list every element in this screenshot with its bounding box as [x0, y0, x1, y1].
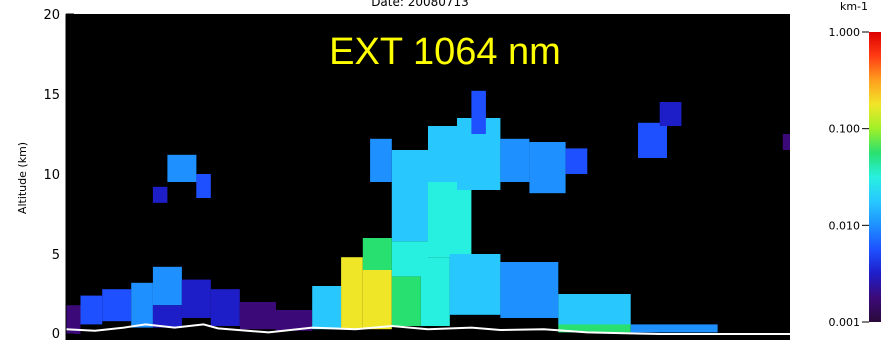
colorbar-ticks: 1.000 0.100 0.010 0.001: [829, 26, 869, 329]
extinction-cell: [471, 90, 486, 134]
extinction-cell: [210, 289, 240, 326]
y-axis-ticks: 0 5 10 15 20: [43, 8, 74, 340]
extinction-cell: [428, 126, 457, 182]
extinction-cell: [782, 134, 790, 150]
extinction-cell: [167, 154, 197, 182]
extinction-cell: [152, 266, 182, 306]
extinction-cell: [80, 295, 103, 325]
extinction-cell: [500, 262, 559, 318]
colorbar-tick-label: 0.001: [829, 316, 861, 329]
extinction-cell: [196, 174, 211, 198]
extinction-cell: [529, 142, 566, 194]
extinction-cell: [312, 286, 342, 330]
extinction-cell: [276, 310, 313, 331]
extinction-cell: [341, 257, 363, 330]
extinction-cell: [558, 324, 631, 333]
extinction-cell: [391, 241, 428, 277]
y-tick-label: 10: [43, 168, 60, 183]
extinction-cell: [152, 186, 168, 203]
y-axis-title: Altitude (km): [16, 142, 29, 214]
extinction-cell: [565, 148, 588, 174]
chart-title: Date: 20080713: [371, 0, 469, 9]
extinction-cell: [391, 150, 428, 242]
colorbar-tick-label: 1.000: [829, 26, 861, 39]
extinction-cell: [131, 282, 153, 328]
y-tick-label: 15: [43, 88, 60, 103]
extinction-cell: [659, 102, 682, 126]
extinction-cells: [66, 90, 790, 334]
extinction-cell: [362, 238, 392, 270]
colorbar-tick-label: 0.010: [829, 219, 861, 232]
extinction-cell: [239, 302, 276, 330]
extinction-cell: [638, 122, 667, 158]
extinction-cell: [102, 289, 132, 322]
y-tick-label: 0: [52, 327, 60, 340]
colorbar-unit: km-1: [840, 0, 868, 13]
extinction-cell: [500, 138, 530, 182]
y-tick-label: 5: [52, 248, 60, 263]
extinction-cell: [558, 294, 631, 326]
extinction-cell: [370, 138, 392, 182]
colorbar: [869, 32, 881, 322]
extinction-cell: [428, 182, 472, 258]
surface-line: [65, 323, 790, 335]
colorbar-tick-label: 0.100: [829, 123, 861, 136]
extinction-cell: [391, 276, 421, 326]
extinction-cell: [449, 254, 501, 315]
extinction-cell: [152, 305, 182, 328]
extinction-cell: [181, 279, 211, 318]
y-tick-label: 20: [43, 8, 60, 23]
extinction-cell: [362, 270, 392, 330]
extinction-cell: [66, 305, 81, 334]
extinction-cell: [630, 324, 718, 333]
overlay-label: EXT 1064 nm: [329, 31, 561, 73]
